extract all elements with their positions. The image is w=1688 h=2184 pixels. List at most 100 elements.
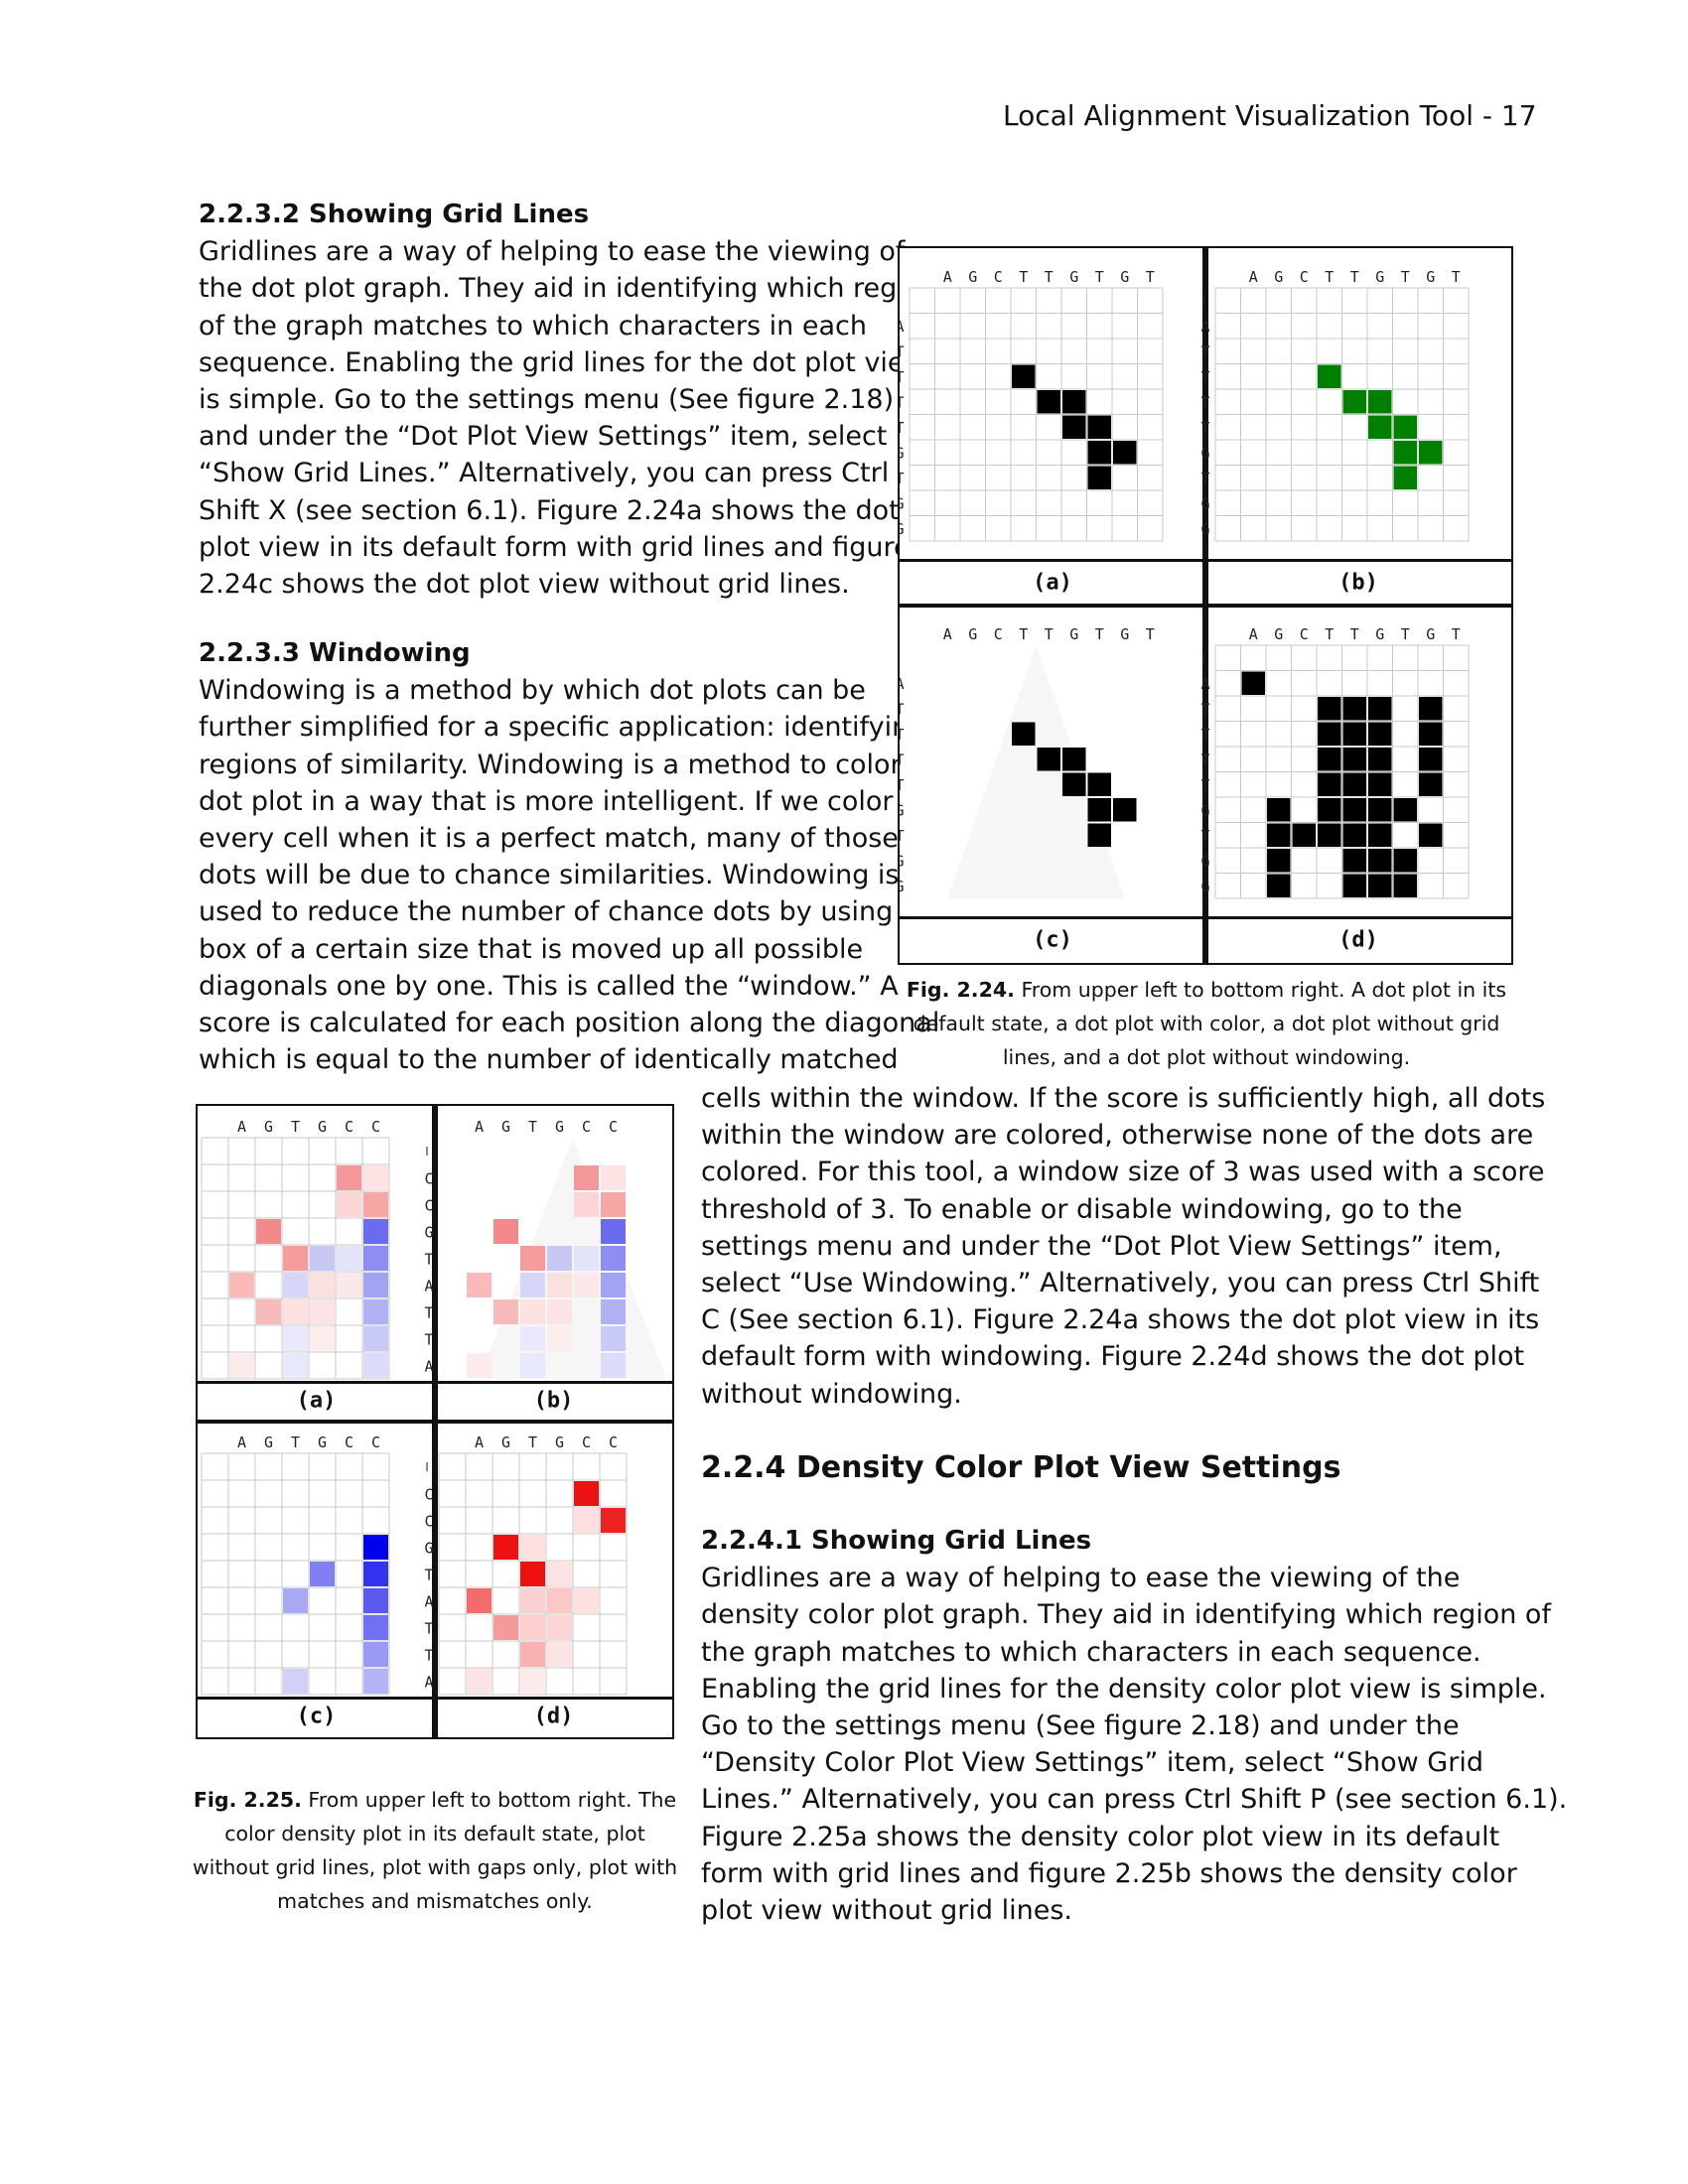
panel-label: (b) <box>1338 570 1378 595</box>
plot-cell <box>1419 823 1443 847</box>
row-letter: — <box>1196 653 1213 663</box>
column-letter: A <box>943 268 952 286</box>
row-letter: — <box>1196 296 1213 306</box>
row-letter: T <box>424 1619 433 1637</box>
plot-cell <box>1342 390 1366 414</box>
label-band-rule <box>435 1381 672 1384</box>
label-band-rule <box>198 1381 435 1384</box>
row-letter: A <box>1200 675 1209 693</box>
label-band-rule <box>1205 559 1511 562</box>
plot-cell <box>363 1562 388 1586</box>
plot-cell <box>520 1642 545 1667</box>
figure-2-25: AGTGCC—CCGTATTA(a)AGTGCC—CCGTATTA(b)AGTG… <box>182 1104 674 1739</box>
column-letter: G <box>1426 625 1435 643</box>
panel-divider <box>1202 606 1208 963</box>
column-letter: C <box>609 1118 618 1136</box>
plot-cell <box>493 1299 518 1324</box>
row-letter: — <box>900 296 908 306</box>
section-2233-continued: cells within the window. If the score is… <box>701 1080 1545 1413</box>
section-2233-cont-line: within the window are colored, otherwise… <box>701 1120 1534 1152</box>
plot-cell <box>1393 466 1417 489</box>
plot-cell <box>493 1219 518 1244</box>
row-letter: G <box>900 878 905 895</box>
section-2233-line: Windowing is a method by which dot plots… <box>199 675 866 707</box>
plot-cell <box>520 1299 545 1324</box>
row-letter: T <box>900 419 905 437</box>
plot-cell <box>547 1246 572 1271</box>
plot-cell <box>547 1273 572 1297</box>
column-letter: C <box>994 625 1003 643</box>
column-letter: C <box>582 1433 591 1451</box>
plot-cell <box>1368 798 1392 822</box>
section-2232: 2.2.3.2 Showing Grid Lines Gridlines are… <box>199 197 938 603</box>
column-letter: G <box>555 1433 564 1451</box>
plot-cell <box>310 1273 335 1297</box>
figure-2-24-caption-text: From upper left to bottom right. A dot p… <box>913 978 1507 1069</box>
section-2232-line: the dot plot graph. They aid in identify… <box>199 273 938 305</box>
row-letter: T <box>900 470 905 487</box>
section-2232-line: Shift X (see section 6.1). Figure 2.24a … <box>199 494 900 526</box>
section-2232-line: 2.24c shows the dot plot view without gr… <box>199 569 850 601</box>
panel-divider <box>198 1420 435 1424</box>
column-letter: G <box>318 1118 327 1136</box>
column-letter: G <box>1375 268 1384 286</box>
plot-cell <box>1419 697 1443 721</box>
plot-cell <box>1318 823 1341 847</box>
plot-cell <box>574 1165 599 1190</box>
plot-cell <box>1087 466 1111 489</box>
section-2241-line: Lines.” Alternatively, you can press Ctr… <box>701 1784 1568 1816</box>
section-2241-line: Enabling the grid lines for the density … <box>701 1673 1547 1705</box>
plot-cell <box>467 1669 492 1694</box>
row-letter: C <box>424 1196 433 1214</box>
row-letter: C <box>424 1512 433 1530</box>
section-2233: 2.2.3.3 Windowing Windowing is a method … <box>199 635 939 1078</box>
plot-cell <box>1342 772 1366 796</box>
section-2241-title: 2.2.4.1 Showing Grid Lines <box>701 1526 1092 1556</box>
plot-cell <box>1368 722 1392 746</box>
column-letter: G <box>501 1433 510 1451</box>
plot-cell <box>1037 748 1060 771</box>
row-letter: — <box>419 1462 437 1472</box>
column-letter: G <box>318 1433 327 1451</box>
row-letter: T <box>424 1566 433 1583</box>
panel-divider <box>1205 604 1511 608</box>
plot-cell <box>1368 390 1392 414</box>
plot-cell <box>363 1669 388 1694</box>
section-2241-line: the graph matches to which characters in… <box>701 1636 1481 1668</box>
row-letter: A <box>424 1673 433 1691</box>
figure-2-24-caption: Fig. 2.24. From upper left to bottom rig… <box>894 973 1519 1074</box>
plot-cell <box>601 1299 626 1324</box>
plot-cell <box>363 1165 388 1190</box>
panel-label: (d) <box>534 1705 574 1729</box>
section-2232-line: “Show Grid Lines.” Alternatively, you ca… <box>199 458 890 489</box>
section-2233-line: regions of similarity. Windowing is a me… <box>199 749 926 780</box>
row-letter: G <box>1200 852 1209 870</box>
column-letter: T <box>291 1118 300 1136</box>
row-letter: T <box>900 827 905 845</box>
section-2241: 2.2.4.1 Showing Grid Lines Gridlines are… <box>701 1523 1568 1929</box>
section-2233-line: box of a certain size that is moved up a… <box>199 933 864 965</box>
section-2233-line: dots will be due to chance similarities.… <box>199 860 900 891</box>
plot-cell <box>363 1588 388 1613</box>
plot-cell <box>574 1246 599 1271</box>
plot-cell <box>1368 823 1392 847</box>
panel-label: (a) <box>297 1389 337 1414</box>
column-letter: T <box>291 1433 300 1451</box>
plot-cell <box>547 1562 572 1586</box>
plot-cell <box>1342 798 1366 822</box>
plot-cell <box>1368 697 1392 721</box>
row-letter: G <box>424 1539 433 1557</box>
plot-cell <box>363 1219 388 1244</box>
panel-label: (a) <box>1033 570 1072 595</box>
plot-cell <box>467 1588 492 1613</box>
column-letter: C <box>371 1433 380 1451</box>
column-letter: T <box>1350 268 1359 286</box>
column-letter: T <box>1325 625 1334 643</box>
panel-divider <box>900 604 1205 608</box>
figure-2-24-svg: AGCTTGTGT—ATTTTGTGG(a)AGCTTGTGT—ATTTTGTG… <box>890 248 1511 963</box>
plot-cell <box>1062 415 1086 439</box>
plot-cell <box>520 1246 545 1271</box>
plot-cell <box>337 1192 361 1217</box>
